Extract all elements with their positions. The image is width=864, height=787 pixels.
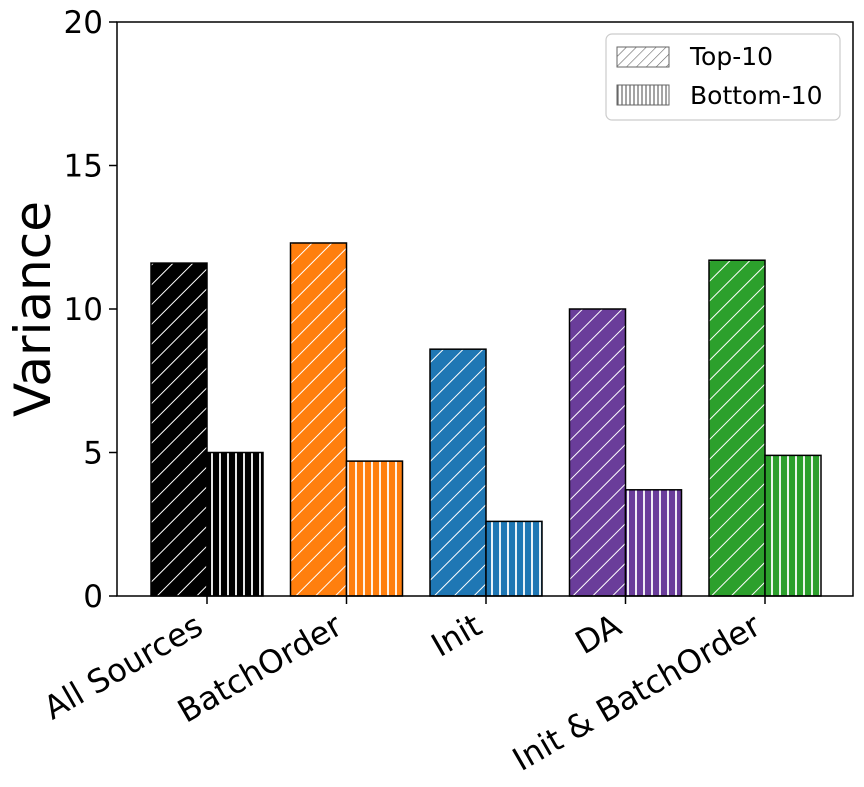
bar-batchorder-top-10-hatch bbox=[290, 242, 347, 597]
legend-swatch-top-10 bbox=[616, 46, 670, 68]
x-tick-label: DA bbox=[569, 606, 628, 662]
bar-init-batchorder-bottom-10-hatch bbox=[765, 455, 821, 596]
y-tick-label: 20 bbox=[64, 5, 103, 41]
legend-entry-bottom-10: Bottom-10 bbox=[616, 81, 823, 110]
bar-da-bottom-10-hatch bbox=[625, 489, 682, 596]
legend-label-top-10: Top-10 bbox=[689, 42, 773, 71]
bar-all-sources-bottom-10-hatch bbox=[207, 452, 263, 596]
bars bbox=[150, 242, 822, 597]
plot-frame bbox=[116, 21, 854, 597]
y-tick-label: 5 bbox=[83, 436, 103, 472]
y-axis-label: Variance bbox=[4, 201, 62, 417]
bar-da-top-10-hatch bbox=[569, 309, 626, 596]
bar-init-top-10-hatch bbox=[430, 349, 486, 596]
bar-init-bottom-10-hatch bbox=[486, 521, 542, 596]
legend-swatch-bottom-10 bbox=[616, 84, 670, 106]
x-tick-label: Init & BatchOrder bbox=[506, 606, 768, 779]
legend-label-bottom-10: Bottom-10 bbox=[690, 81, 823, 110]
bar-all-sources-top-10-hatch bbox=[151, 263, 207, 596]
bar-batchorder-bottom-10-hatch bbox=[346, 461, 403, 596]
legend: Top-10 Bottom-10 bbox=[605, 33, 841, 121]
y-tick-label: 10 bbox=[64, 292, 103, 328]
legend-entry-top-10: Top-10 bbox=[616, 42, 773, 71]
y-axis-ticks: 0 5 10 15 20 bbox=[64, 5, 117, 615]
x-tick-label: Init bbox=[425, 606, 488, 664]
y-tick-label: 15 bbox=[64, 149, 103, 185]
bar-init-batchorder-top-10-hatch bbox=[709, 260, 765, 596]
y-tick-label: 0 bbox=[83, 579, 103, 615]
